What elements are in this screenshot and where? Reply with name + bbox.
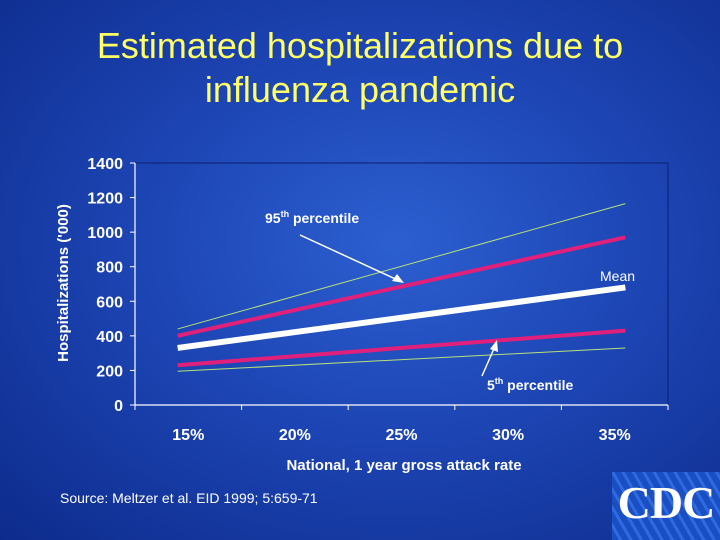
x-tick-label: 35%	[599, 427, 631, 444]
plot-border	[134, 162, 669, 406]
annotation-95th-sup: th	[281, 209, 290, 219]
series-line	[177, 284, 626, 351]
x-tick-label: 15%	[172, 427, 204, 444]
series-layer	[177, 203, 626, 372]
title-line-1: Estimated hospitalizations due to	[96, 25, 624, 66]
x-tick-label: 25%	[385, 427, 417, 444]
plot-area	[134, 162, 669, 406]
title-line-2: influenza pandemic	[204, 69, 516, 110]
annotation-5th-sup: th	[495, 376, 504, 386]
x-tick-label: 30%	[492, 427, 524, 444]
source-citation: Source: Meltzer et al. EID 1999; 5:659-7…	[60, 490, 318, 506]
annotation-5th-percentile: 5th percentile	[487, 376, 574, 393]
y-tick-label: 0	[114, 398, 123, 415]
y-tick-label: 1400	[87, 156, 123, 173]
cdc-logo-text: CDC	[617, 477, 716, 528]
arrow-95th-line	[299, 234, 403, 283]
x-axis-label: National, 1 year gross attack rate	[286, 457, 521, 474]
series-line	[177, 203, 626, 330]
annotation-95th-percentile: 95th percentile	[265, 209, 359, 226]
y-tick-label: 1000	[87, 225, 123, 242]
annotation-5th-text: percentile	[503, 377, 573, 393]
y-tick-label: 800	[96, 260, 123, 277]
series-line	[177, 347, 626, 372]
annotation-95th-text: percentile	[289, 210, 359, 226]
series-line	[177, 328, 626, 368]
y-axis-label: Hospitalizations ('000)	[55, 204, 72, 362]
arrow-95th-head	[392, 274, 404, 283]
x-tick-label: 20%	[279, 427, 311, 444]
annotation-mean: Mean	[600, 268, 635, 284]
y-tick-label: 1200	[87, 191, 123, 208]
y-tick-label: 600	[96, 294, 123, 311]
series-line	[177, 235, 626, 338]
chart-title: Estimated hospitalizations due to influe…	[0, 24, 720, 112]
axes-layer: 0 200 400 600 800 1000 1200 1400 15% 20% 25% 30% 35%	[87, 156, 669, 444]
annotation-5th-number: 5	[487, 377, 495, 393]
arrow-5th-head	[490, 340, 498, 352]
annotation-95th-number: 95	[265, 210, 281, 226]
y-tick-label: 200	[96, 363, 123, 380]
y-tick-label: 400	[96, 329, 123, 346]
cdc-logo: CDC	[612, 472, 720, 540]
